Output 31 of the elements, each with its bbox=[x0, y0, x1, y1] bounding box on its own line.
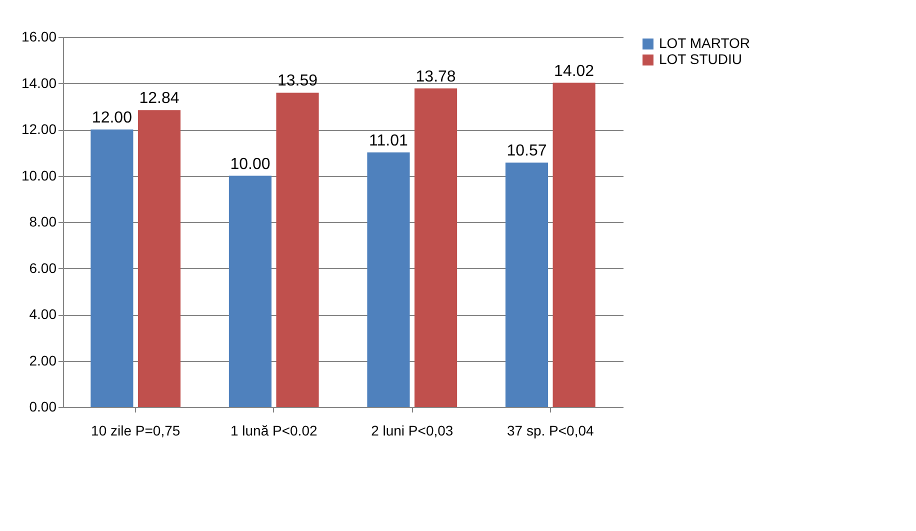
legend-label: LOT MARTOR bbox=[659, 35, 750, 51]
data-label: 13.59 bbox=[277, 72, 318, 90]
data-label: 10.57 bbox=[506, 142, 547, 160]
y-tick-label: 0.00 bbox=[29, 398, 57, 414]
data-label: 13.78 bbox=[416, 68, 456, 86]
data-label: 14.02 bbox=[554, 62, 594, 80]
y-tick-label: 10.00 bbox=[21, 167, 57, 184]
x-tick-label: 37 sp. P<0,04 bbox=[507, 422, 594, 438]
bar bbox=[367, 152, 410, 407]
y-tick-label: 14.00 bbox=[21, 74, 57, 91]
y-tick-label: 2.00 bbox=[29, 352, 57, 368]
x-tick-label: 10 zile P=0,75 bbox=[91, 422, 180, 438]
bar bbox=[138, 110, 181, 407]
y-tick-label: 6.00 bbox=[29, 260, 57, 276]
x-tick-label: 1 lună P<0.02 bbox=[230, 422, 318, 438]
y-tick-label: 8.00 bbox=[29, 214, 57, 230]
y-tick-label: 16.00 bbox=[21, 28, 57, 44]
data-label: 12.00 bbox=[92, 110, 132, 126]
bar bbox=[228, 176, 272, 407]
data-label: 10.00 bbox=[230, 156, 270, 173]
bar bbox=[552, 82, 596, 407]
x-tick-label: 2 luni P<0,03 bbox=[371, 422, 454, 438]
data-label: 11.01 bbox=[369, 132, 408, 150]
data-label: 12.84 bbox=[139, 90, 180, 108]
y-tick-label: 12.00 bbox=[21, 121, 57, 137]
y-tick-label: 4.00 bbox=[29, 306, 57, 322]
bar bbox=[90, 130, 134, 407]
bar bbox=[276, 92, 319, 407]
legend-label: LOT STUDIU bbox=[659, 51, 742, 67]
bar bbox=[505, 162, 548, 407]
bar bbox=[414, 88, 458, 407]
